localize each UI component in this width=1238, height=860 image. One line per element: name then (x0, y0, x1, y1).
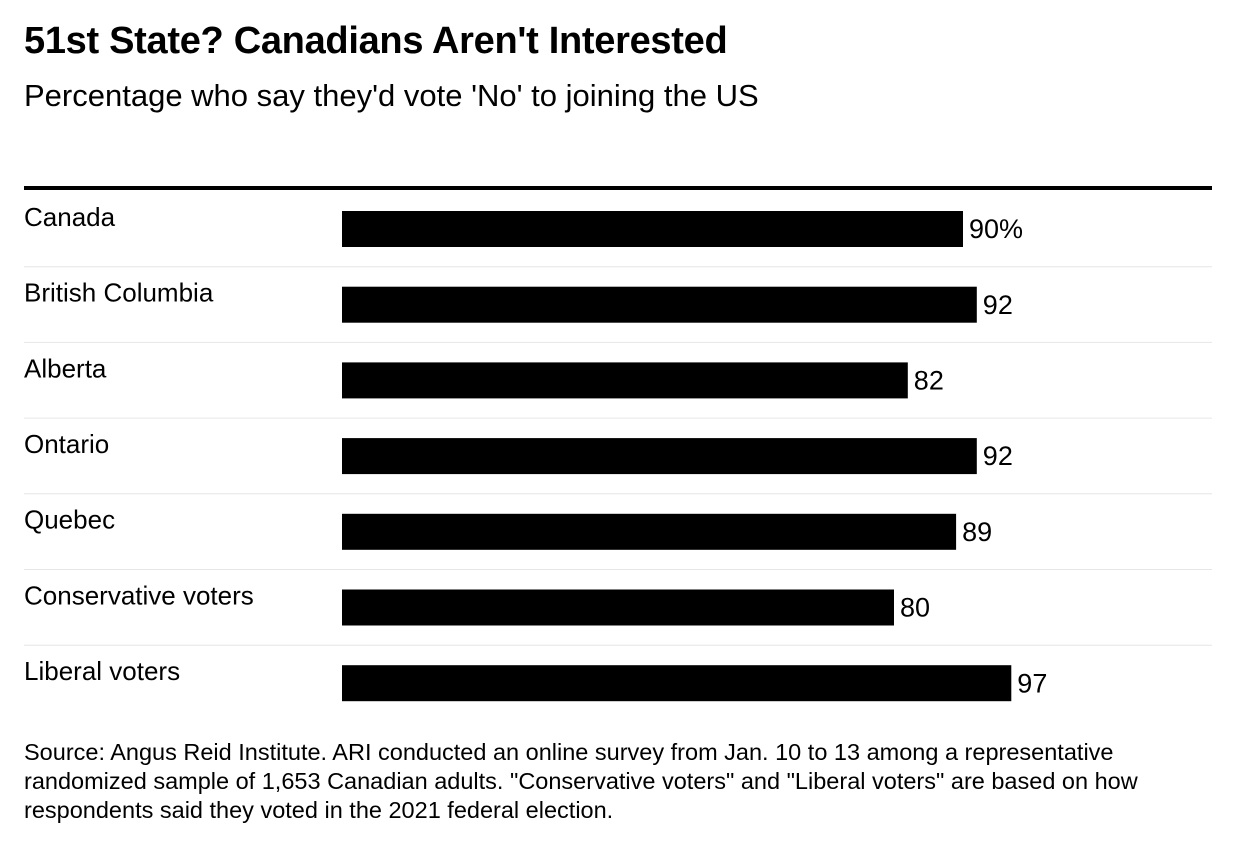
category-label-ontario: Ontario (24, 429, 109, 459)
category-label-british-columbia: British Columbia (24, 278, 214, 308)
category-label-liberal-voters: Liberal voters (24, 656, 180, 686)
chart-subtitle: Percentage who say they'd vote 'No' to j… (24, 78, 759, 113)
bar-alberta (342, 362, 908, 399)
bar-quebec (342, 513, 957, 550)
value-label-ontario: 92 (983, 441, 1013, 471)
value-label-liberal-voters: 97 (1017, 668, 1047, 698)
category-label-conservative-voters: Conservative voters (24, 580, 254, 610)
value-label-alberta: 82 (914, 366, 944, 396)
chart-title: 51st State? Canadians Aren't Interested (24, 20, 728, 62)
value-label-canada: 90% (969, 214, 1023, 244)
bar-ontario (342, 438, 977, 475)
value-label-quebec: 89 (962, 517, 992, 547)
category-label-alberta: Alberta (24, 353, 107, 383)
category-label-quebec: Quebec (24, 505, 115, 535)
bar-canada (342, 211, 963, 247)
value-label-conservative-voters: 80 (900, 593, 930, 623)
bar-liberal-voters (342, 665, 1012, 702)
category-label-canada: Canada (24, 202, 116, 232)
header-rule (24, 186, 1212, 190)
bar-conservative-voters (342, 589, 894, 626)
value-label-british-columbia: 92 (983, 290, 1013, 320)
source-note: Source: Angus Reid Institute. ARI conduc… (24, 739, 1138, 823)
bar-british-columbia (342, 286, 977, 323)
